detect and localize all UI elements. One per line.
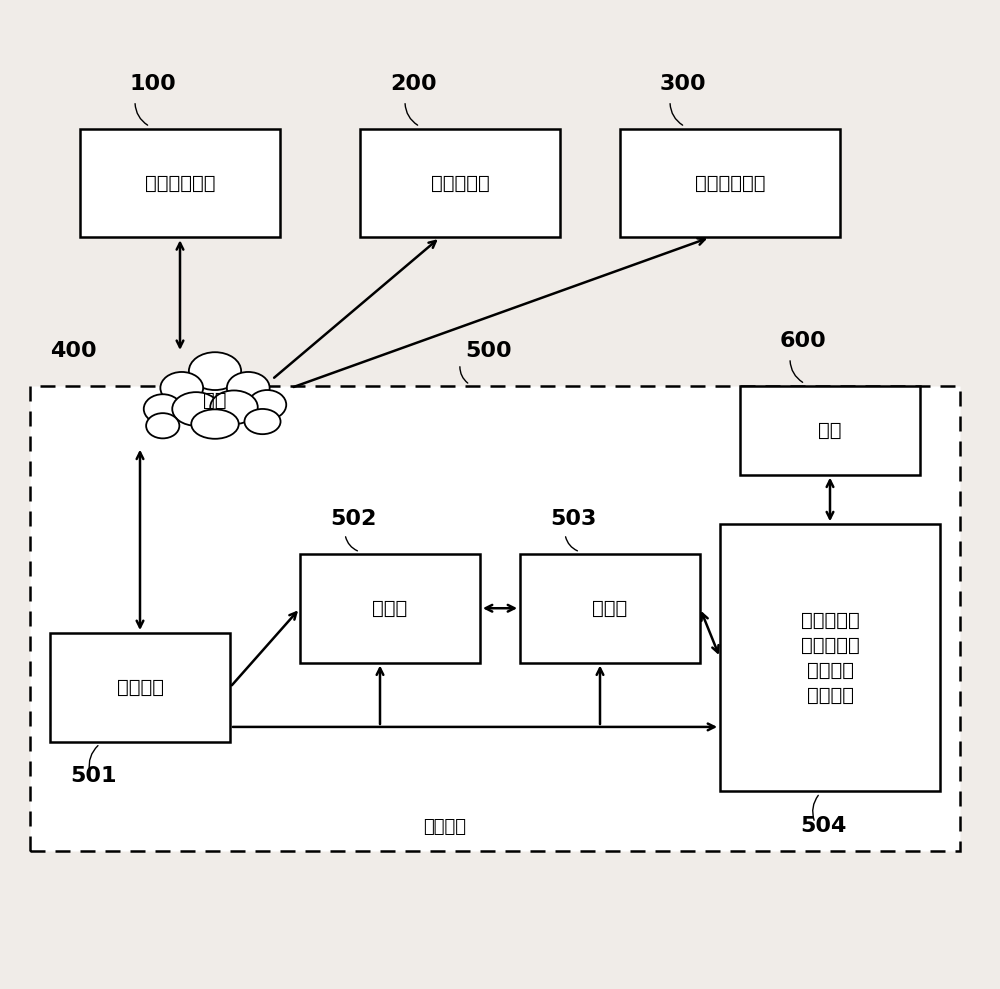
Text: 300: 300 xyxy=(660,74,707,94)
FancyBboxPatch shape xyxy=(80,129,280,237)
Text: 100: 100 xyxy=(130,74,177,94)
FancyBboxPatch shape xyxy=(360,129,560,237)
FancyBboxPatch shape xyxy=(620,129,840,237)
Text: 处理器: 处理器 xyxy=(592,598,628,618)
Text: 600: 600 xyxy=(780,331,827,351)
Ellipse shape xyxy=(191,409,239,439)
FancyBboxPatch shape xyxy=(740,386,920,475)
Text: 用户接口和
媒体渲染器
（显示、
声音等）: 用户接口和 媒体渲染器 （显示、 声音等） xyxy=(801,610,859,705)
Text: 500: 500 xyxy=(465,341,512,361)
Ellipse shape xyxy=(144,395,182,423)
Text: 用户: 用户 xyxy=(818,420,842,440)
Ellipse shape xyxy=(189,352,241,390)
FancyBboxPatch shape xyxy=(50,633,230,742)
Text: 存储器: 存储器 xyxy=(372,598,408,618)
Text: 504: 504 xyxy=(800,816,846,836)
FancyBboxPatch shape xyxy=(30,386,960,851)
Ellipse shape xyxy=(146,413,179,438)
Ellipse shape xyxy=(210,391,258,424)
FancyBboxPatch shape xyxy=(720,524,940,791)
Text: 网络: 网络 xyxy=(203,391,227,410)
Text: 受信任第三方: 受信任第三方 xyxy=(145,173,215,193)
Ellipse shape xyxy=(244,409,281,434)
Ellipse shape xyxy=(227,372,270,404)
Text: 内容供应商: 内容供应商 xyxy=(431,173,489,193)
FancyBboxPatch shape xyxy=(520,554,700,663)
Text: 400: 400 xyxy=(50,341,97,361)
Text: 501: 501 xyxy=(70,766,116,786)
Ellipse shape xyxy=(172,392,220,425)
Text: 证书颌发机构: 证书颌发机构 xyxy=(695,173,765,193)
Text: 503: 503 xyxy=(550,509,596,529)
Text: 200: 200 xyxy=(390,74,437,94)
Ellipse shape xyxy=(160,372,203,404)
FancyBboxPatch shape xyxy=(300,554,480,663)
Ellipse shape xyxy=(248,390,286,419)
Text: 502: 502 xyxy=(330,509,376,529)
Text: 媒体装置: 媒体装置 xyxy=(424,818,466,836)
Text: 网络接口: 网络接口 xyxy=(116,677,164,697)
